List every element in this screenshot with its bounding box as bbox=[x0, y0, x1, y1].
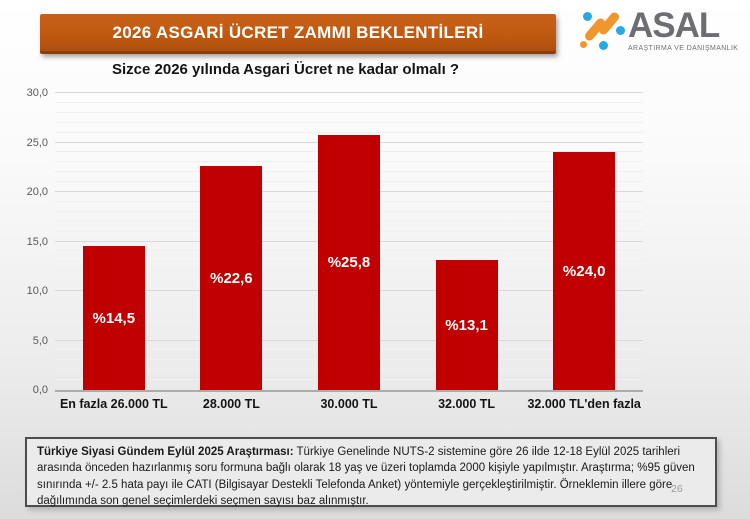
asal-logo: ASAL ARAŞTIRMA VE DANIŞMANLIK bbox=[580, 8, 740, 58]
page-number: 26 bbox=[671, 483, 683, 495]
bar-5: %24,0 bbox=[553, 152, 616, 390]
bar-column: %24,0 bbox=[525, 93, 643, 390]
y-tick-label: 0,0 bbox=[32, 384, 48, 396]
x-category-label: En fazla 26.000 TL bbox=[59, 397, 168, 411]
gridline bbox=[55, 101, 643, 103]
logo-dot-icon bbox=[580, 41, 587, 48]
bar-column: %14,5 bbox=[55, 93, 173, 390]
logo-dot-icon bbox=[583, 12, 592, 21]
methodology-note-body: Türkiye Genelinde NUTS-2 sistemine göre … bbox=[37, 446, 695, 507]
plot-area: %14,5 %22,6 %25,8 %13,1 %24,0 bbox=[55, 92, 643, 392]
bar-value-label: %13,1 bbox=[445, 316, 488, 334]
x-category-label: 28.000 TL bbox=[202, 397, 260, 411]
bar-value-label: %22,6 bbox=[210, 269, 253, 287]
y-tick-label: 10,0 bbox=[26, 285, 48, 297]
bar-1: %14,5 bbox=[82, 246, 145, 390]
y-tick-label: 30,0 bbox=[26, 87, 48, 99]
x-axis-labels: En fazla 26.000 TL 28.000 TL 30.000 TL 32.0… bbox=[55, 397, 643, 411]
asal-logo-icon bbox=[580, 8, 626, 54]
methodology-note-lead: Türkiye Siyasi Gündem Eylül 2025 Araştır… bbox=[37, 446, 294, 458]
bar-value-label: %24,0 bbox=[562, 262, 606, 280]
y-tick-label: 5,0 bbox=[32, 334, 48, 347]
bar-3: %25,8 bbox=[317, 134, 380, 390]
x-category-label: 32.000 TL'den fazla bbox=[527, 397, 641, 411]
methodology-note: Türkiye Siyasi Gündem Eylül 2025 Araştır… bbox=[25, 437, 717, 507]
y-tick-label: 20,0 bbox=[26, 186, 48, 198]
gridline bbox=[55, 121, 643, 123]
bar-4: %13,1 bbox=[435, 260, 498, 390]
bar-column: %25,8 bbox=[290, 93, 408, 390]
gridline bbox=[55, 131, 643, 133]
gridline bbox=[55, 111, 643, 113]
y-tick-label: 15,0 bbox=[26, 235, 48, 248]
y-axis: 0,0 5,0 10,0 15,0 20,0 25,0 30,0 bbox=[0, 87, 48, 396]
title-banner: 2026 ASGARİ ÜCRET ZAMMI BEKLENTİLERİ bbox=[40, 14, 556, 54]
chart-title: Sizce 2026 yılında Asgari Ücret ne kadar… bbox=[112, 61, 460, 78]
gridline bbox=[55, 92, 643, 93]
bar-columns: %14,5 %22,6 %25,8 %13,1 %24,0 bbox=[55, 93, 643, 390]
bar-column: %13,1 bbox=[408, 93, 526, 390]
logo-name: ASAL bbox=[628, 6, 720, 45]
logo-dot-icon bbox=[599, 41, 608, 50]
bar-value-label: %14,5 bbox=[92, 309, 136, 327]
x-category-label: 32.000 TL bbox=[438, 397, 496, 411]
y-tick-label: 25,0 bbox=[26, 136, 48, 149]
logo-dot-icon bbox=[616, 26, 625, 35]
bar-value-label: %25,8 bbox=[327, 253, 371, 271]
logo-subtitle: ARAŞTIRMA VE DANIŞMANLIK bbox=[628, 45, 739, 52]
bar-column: %22,6 bbox=[173, 93, 291, 390]
bar-2: %22,6 bbox=[200, 166, 263, 390]
x-category-label: 30.000 TL bbox=[320, 397, 378, 411]
slide-title: 2026 ASGARİ ÜCRET ZAMMI BEKLENTİLERİ bbox=[112, 22, 484, 42]
